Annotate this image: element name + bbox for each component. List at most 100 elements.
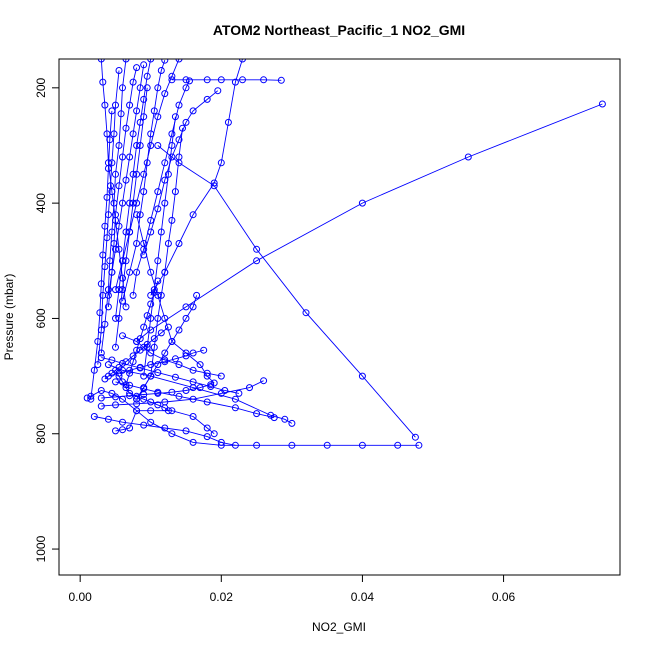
data-point [147, 407, 155, 415]
data-point [203, 369, 211, 377]
data-point [104, 361, 112, 369]
data-point [164, 323, 172, 331]
series-18 [104, 64, 141, 311]
data-point [147, 142, 155, 149]
data-point [140, 245, 148, 253]
data-point [281, 415, 289, 423]
data-point [140, 170, 148, 178]
data-point [189, 395, 197, 403]
series-line [108, 349, 204, 377]
data-point [140, 323, 148, 331]
series-6 [90, 413, 239, 449]
data-point [175, 326, 183, 334]
data-point [161, 424, 169, 432]
series-line [136, 103, 603, 342]
x-tick-label: 0.00 [68, 590, 92, 604]
data-point [147, 300, 155, 308]
data-point [104, 286, 112, 294]
series-line [97, 70, 120, 365]
series-line [101, 384, 211, 399]
data-point [189, 349, 197, 357]
data-point [104, 415, 112, 423]
data-point [288, 441, 296, 449]
data-point [133, 199, 141, 207]
series-line [143, 90, 219, 256]
y-axis: 200 400 600 800 1000 [34, 77, 59, 562]
data-point [99, 78, 107, 86]
data-point [157, 291, 165, 299]
data-point [161, 268, 169, 276]
series-line [136, 295, 198, 400]
data-point [143, 340, 151, 348]
data-point [119, 257, 126, 265]
series-line [87, 390, 419, 446]
data-point [217, 76, 225, 84]
data-point [115, 245, 123, 253]
data-point [210, 179, 218, 187]
data-point [119, 286, 126, 294]
data-point [115, 67, 123, 74]
data-point [203, 76, 211, 84]
data-point [182, 118, 190, 126]
data-point [97, 354, 105, 362]
series-line [115, 370, 169, 412]
data-point [112, 170, 119, 178]
data-point [182, 387, 190, 394]
data-point [136, 346, 144, 354]
data-point [129, 170, 137, 178]
data-point [133, 392, 141, 400]
data-point [221, 387, 229, 394]
series-10 [168, 76, 285, 84]
series-19 [97, 59, 130, 357]
data-point [189, 107, 197, 115]
data-point [267, 411, 275, 419]
data-point [200, 346, 208, 354]
data-point [179, 124, 186, 132]
data-point [147, 130, 155, 138]
series-line [122, 60, 166, 302]
data-point [87, 392, 95, 400]
data-point [140, 372, 148, 380]
data-point [161, 159, 169, 167]
data-point [133, 240, 141, 247]
data-point [154, 277, 162, 285]
data-point [154, 205, 162, 213]
data-point [214, 87, 222, 95]
data-point [415, 441, 423, 449]
x-axis-label: NO2_GMI [312, 620, 366, 634]
data-point [189, 378, 197, 386]
data-point [168, 153, 176, 161]
data-point [270, 414, 278, 422]
data-point [126, 228, 134, 236]
data-point [189, 211, 197, 219]
data-point [358, 199, 366, 207]
data-point [189, 303, 197, 311]
data-point [150, 335, 158, 343]
data-point [358, 372, 366, 380]
data-point [126, 153, 134, 161]
data-point [239, 59, 246, 63]
data-point [108, 228, 116, 236]
data-point [157, 329, 165, 337]
data-point [119, 84, 126, 92]
data-point [129, 291, 137, 299]
data-point [253, 410, 261, 418]
data-point [115, 314, 123, 322]
data-point [112, 427, 119, 435]
series-5 [97, 377, 268, 410]
data-point [133, 346, 141, 354]
data-point [122, 59, 130, 63]
data-point [129, 78, 137, 86]
x-tick-label: 0.06 [492, 590, 516, 604]
data-point [171, 113, 179, 121]
data-point [253, 441, 261, 449]
data-point [133, 170, 141, 178]
data-point [97, 59, 105, 63]
data-point [157, 228, 165, 236]
data-point [168, 130, 176, 138]
data-point [161, 404, 169, 412]
data-point [154, 142, 162, 149]
data-point [182, 303, 190, 311]
data-point [203, 398, 211, 406]
data-point [168, 72, 176, 80]
